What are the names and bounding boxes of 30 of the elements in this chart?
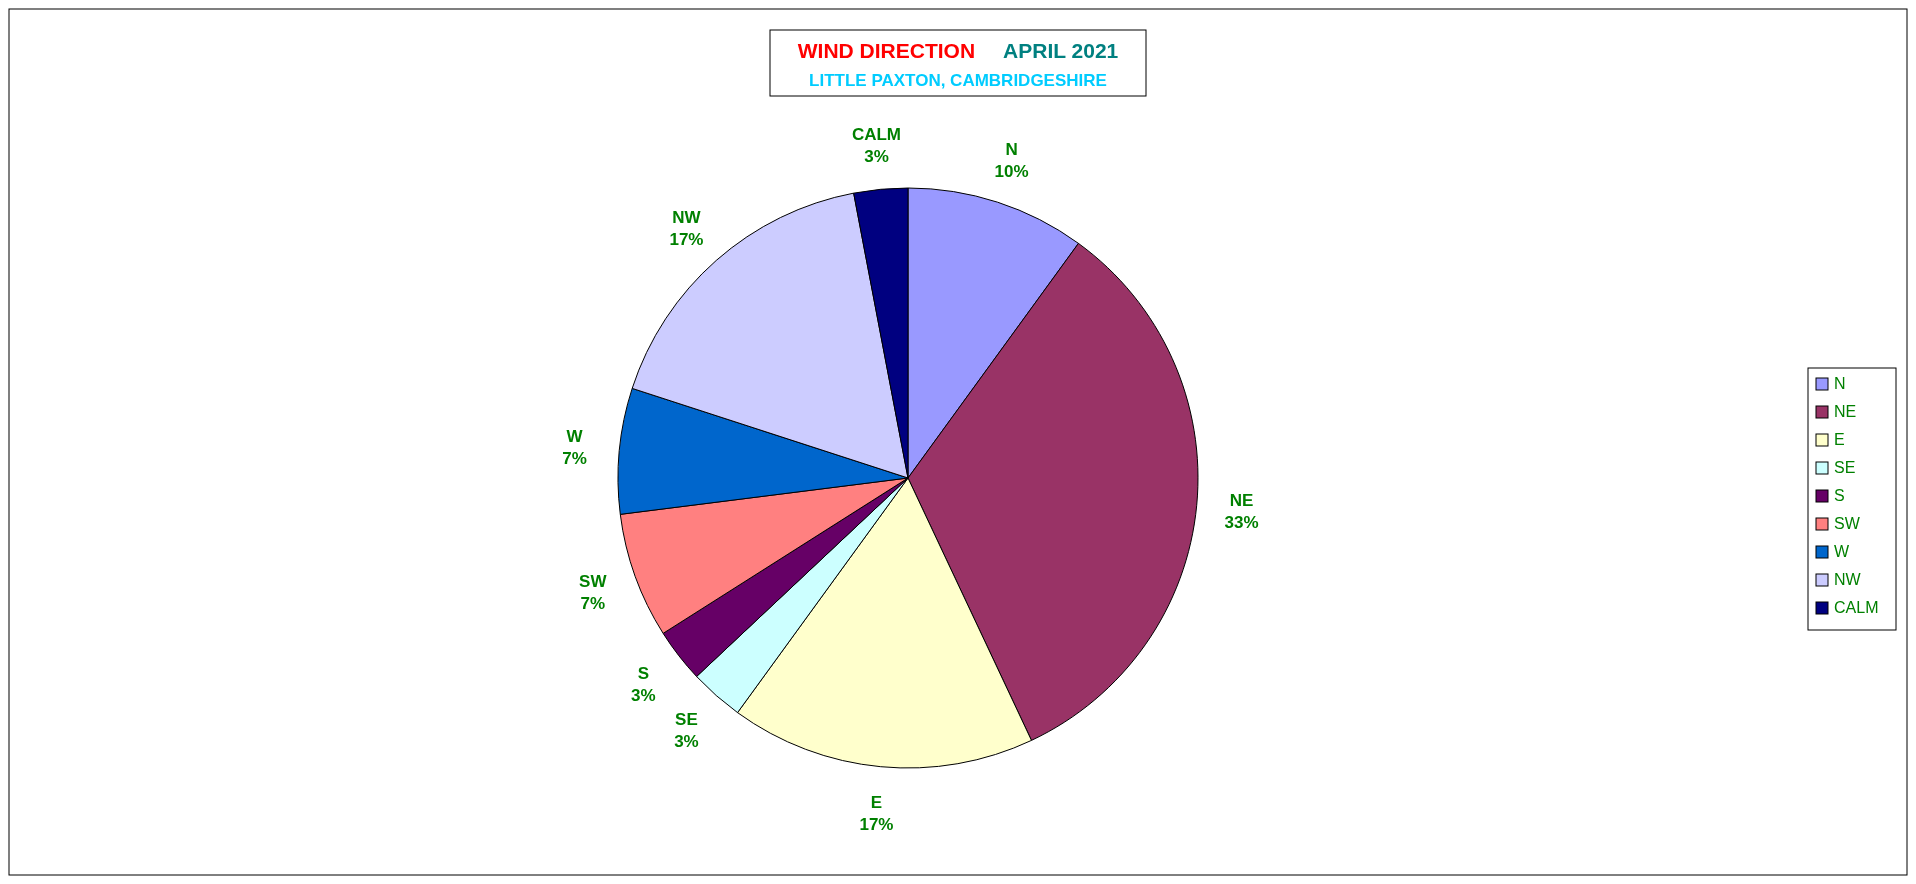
chart-title: WIND DIRECTION — [797, 39, 976, 62]
slice-label: S — [637, 664, 649, 684]
legend-label: NE — [1834, 403, 1857, 420]
data-label: 3% — [631, 686, 656, 706]
legend-label: NW — [1834, 571, 1862, 588]
text: LITTLE PAXTON, CAMBRIDGESHIRE — [809, 71, 1107, 90]
slice-label: E — [870, 792, 883, 812]
data-label: 17% — [859, 814, 894, 834]
slice-label: W — [566, 427, 584, 447]
legend-label: CALM — [1834, 599, 1879, 616]
data-label: 3% — [674, 732, 699, 752]
chart-subtitle: APRIL 2021 — [1003, 39, 1119, 62]
slice-label: SW — [579, 572, 608, 592]
legend-label: S — [1834, 487, 1845, 504]
data-label: 7% — [580, 594, 606, 614]
slice-label: NE — [1229, 490, 1254, 510]
legend-label: W — [1834, 543, 1850, 560]
legend-label: E — [1834, 431, 1845, 448]
data-label: 10% — [994, 162, 1029, 182]
slice-label: SE — [675, 710, 698, 730]
slice-label: N — [1005, 140, 1018, 160]
data-label: 3% — [864, 147, 889, 167]
data-label: 7% — [562, 449, 587, 469]
slice-label: CALM — [851, 125, 902, 145]
slice-label: NW — [672, 207, 702, 227]
legend-label: N — [1834, 375, 1846, 392]
legend-label: SW — [1834, 515, 1861, 532]
data-label: 17% — [669, 229, 704, 249]
data-label: 33% — [1224, 512, 1259, 532]
legend-label: SE — [1834, 459, 1856, 476]
